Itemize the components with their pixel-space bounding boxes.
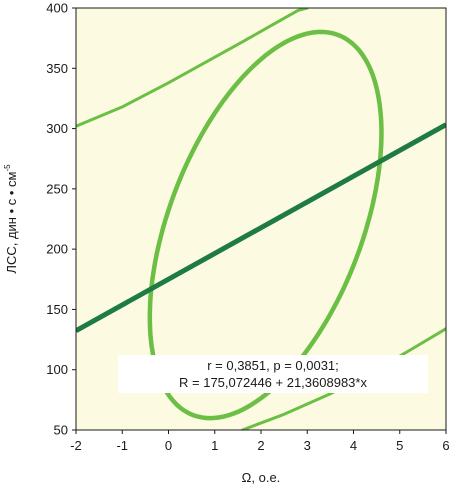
x-tick-label: 4 xyxy=(350,438,357,453)
annotation-line-2: R = 175,072446 + 21,3608983*x xyxy=(179,375,367,390)
y-tick-label: 350 xyxy=(46,61,68,76)
annotation-line-1: r = 0,3851, p = 0,0031; xyxy=(207,358,339,373)
y-tick-label: 400 xyxy=(46,1,68,16)
y-tick-label: 200 xyxy=(46,242,68,257)
y-tick-label: 150 xyxy=(46,302,68,317)
x-tick-label: 6 xyxy=(442,438,449,453)
confidence-ellipse xyxy=(147,29,384,421)
annotation-background xyxy=(118,355,428,393)
x-tick-label: -1 xyxy=(116,438,128,453)
annotation-box: r = 0,3851, p = 0,0031; R = 175,072446 +… xyxy=(118,355,428,393)
y-axis-label-text: ЛСС, дин • с • см xyxy=(4,171,19,273)
prediction-band-upper xyxy=(76,8,309,128)
y-tick-label: 300 xyxy=(46,121,68,136)
y-axis-label-superscript: -5 xyxy=(3,164,12,172)
x-tick-label: 5 xyxy=(396,438,403,453)
y-tick-label: 50 xyxy=(54,423,68,438)
x-tick-label: -2 xyxy=(70,438,82,453)
regression-line xyxy=(76,122,446,333)
y-axis-label: ЛСС, дин • с • см-5 xyxy=(3,164,19,274)
x-axis-label: Ω, о.е. xyxy=(242,470,281,485)
x-tick-label: 0 xyxy=(165,438,172,453)
x-tick-label: 2 xyxy=(257,438,264,453)
x-tick-label: 3 xyxy=(304,438,311,453)
y-tick-label: 250 xyxy=(46,181,68,196)
x-tick-label: 1 xyxy=(211,438,218,453)
axis-ticks: -2 -1 0 1 2 3 4 5 6 50 100 150 200 250 300 350 400 xyxy=(46,1,449,454)
y-tick-label: 100 xyxy=(46,362,68,377)
